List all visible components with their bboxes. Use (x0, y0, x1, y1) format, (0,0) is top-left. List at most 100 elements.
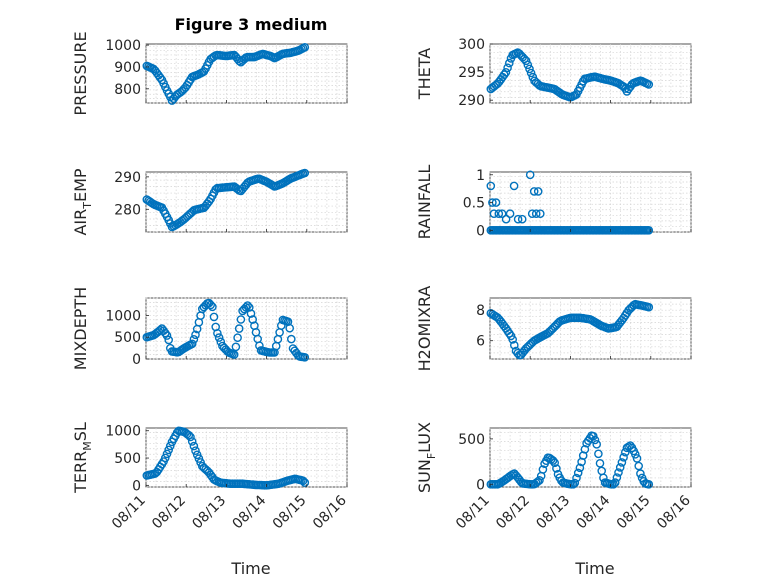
y-tick-label: 300 (458, 37, 485, 53)
data-point (572, 473, 581, 483)
data-point (595, 458, 605, 468)
data-point (609, 479, 618, 489)
data-point (644, 302, 654, 312)
data-point (214, 333, 224, 342)
data-point (523, 60, 533, 70)
axes-box (489, 171, 692, 233)
x-tick-label: 08/12 (493, 493, 533, 533)
data-point (486, 181, 496, 191)
data-point (617, 458, 627, 467)
data-point (162, 449, 172, 459)
data-point (517, 214, 527, 224)
y-tick-label: 0 (476, 223, 485, 239)
data-point (521, 56, 531, 66)
data-point (164, 445, 173, 455)
data-point (631, 449, 640, 459)
data-point (233, 333, 242, 343)
data-point (300, 43, 310, 52)
y-tick-label: 1000 (105, 308, 141, 324)
data-point (234, 56, 244, 66)
data-point (241, 302, 251, 312)
y-tick-label: 0 (132, 478, 141, 494)
subplot-5: 6 8 H2OMIXRA (415, 286, 692, 372)
y-tick-label: 800 (114, 82, 141, 98)
y-axis-label: H2OMIXRA (415, 286, 434, 372)
y-tick-label: 0.5 (463, 196, 485, 212)
data-point (590, 435, 600, 445)
data-point (186, 432, 195, 442)
data-point (610, 478, 620, 487)
data-point (501, 68, 511, 77)
data-point (644, 225, 654, 235)
data-point (165, 441, 175, 451)
x-axis-label-left: Time (230, 559, 270, 578)
x-tick-label: 08/15 (270, 493, 310, 533)
data-point (494, 209, 504, 218)
data-point (285, 323, 295, 333)
data-point (533, 187, 543, 196)
subplot-3: 0 0.5 1 RAINFALL (415, 165, 692, 240)
y-tick-label: 290 (458, 93, 485, 109)
data-point (509, 181, 519, 191)
y-tick-label: 290 (114, 170, 141, 186)
y-axis-label: THETA (415, 48, 434, 100)
y-tick-label: 280 (114, 202, 141, 218)
x-tick-label: 08/13 (533, 493, 573, 533)
data-point (536, 209, 545, 218)
data-point (231, 342, 241, 352)
y-axis-label: TERRMSL (71, 422, 94, 494)
data-point (527, 209, 537, 218)
data-point (615, 463, 625, 472)
data-point (644, 80, 654, 89)
y-axis-label: MIXDEPTH (71, 287, 90, 370)
x-axis-label-right: Time (574, 559, 614, 578)
data-point (236, 315, 246, 324)
y-tick-label: 6 (476, 334, 485, 350)
data-point (535, 475, 544, 485)
data-point (550, 458, 560, 468)
data-point (529, 187, 539, 196)
x-tick-label: 08/16 (654, 492, 694, 532)
data-point (538, 465, 548, 474)
data-point (570, 478, 580, 488)
y-tick-label: 1000 (105, 424, 141, 440)
y-axis-label: SUNFLUX (415, 422, 438, 493)
x-tick-label: 08/14 (574, 492, 614, 532)
data-point (206, 300, 215, 310)
x-tick-label: 08/14 (230, 492, 270, 532)
y-tick-label: 1000 (105, 38, 141, 54)
data-point (499, 70, 509, 79)
x-tick-label: 08/15 (614, 493, 654, 533)
data-point (213, 328, 222, 338)
y-tick-label: 0 (476, 477, 485, 493)
y-axis-label: RAINFALL (415, 165, 434, 240)
data-point (509, 340, 519, 350)
y-tick-label: 8 (476, 303, 485, 319)
y-tick-label: 1 (476, 168, 485, 184)
data-point (189, 334, 199, 344)
data-point (162, 331, 172, 340)
subplot-6: 08/11 08/12 08/13 08/14 08/15 08/16 0 500 1000 TE… (71, 422, 350, 532)
data-point (164, 335, 173, 345)
data-point (508, 335, 518, 344)
data-point (548, 456, 558, 465)
x-tick-label: 08/13 (189, 493, 229, 533)
figure-title: Figure 3 medium (175, 15, 328, 34)
data-point (298, 476, 308, 486)
data-point (513, 214, 523, 224)
data-point (573, 468, 583, 478)
data-point (209, 312, 219, 322)
subplot-2: 280 290 AIRTEMP (71, 168, 348, 236)
data-point (592, 439, 602, 449)
data-point (632, 454, 642, 463)
y-tick-label: 295 (458, 65, 485, 81)
data-point (644, 479, 654, 489)
data-point (505, 209, 515, 218)
data-point (488, 198, 497, 207)
data-point (612, 473, 622, 482)
data-point (525, 170, 535, 180)
y-tick-label: 500 (458, 432, 485, 448)
y-tick-label: 500 (114, 451, 141, 467)
y-axis-label: PRESSURE (71, 31, 90, 115)
data-point (634, 461, 644, 471)
